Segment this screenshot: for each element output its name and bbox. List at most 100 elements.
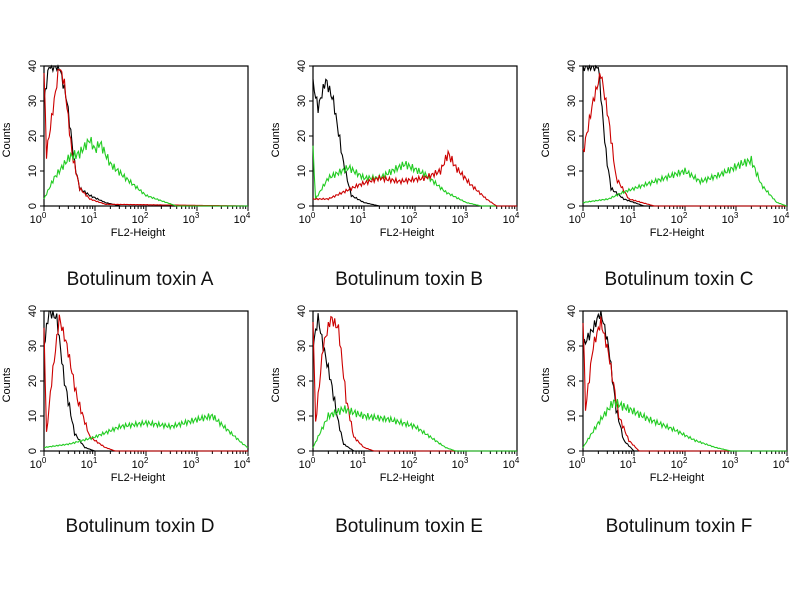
y-tick-label: 40 (27, 60, 39, 72)
x-tick-label: 102 (671, 456, 688, 471)
x-tick-label: 100 (299, 456, 316, 471)
y-tick-label: 20 (27, 130, 39, 142)
plot-frame (43, 310, 249, 452)
panel-title: Botulinum toxin D (66, 516, 215, 537)
y-axis-label: Counts (270, 122, 282, 157)
series-red-line (43, 314, 248, 452)
x-tick-label: 100 (30, 456, 47, 471)
x-tick-label: 103 (183, 456, 200, 471)
y-tick-label: 40 (296, 60, 308, 72)
x-axis-label: FL2-Height (650, 227, 704, 239)
x-axis-label: FL2-Height (380, 472, 434, 484)
y-tick-label: 30 (566, 340, 578, 352)
x-tick-label: 104 (773, 456, 790, 471)
x-tick-label: 101 (350, 211, 367, 226)
x-tick-label: 101 (81, 211, 98, 226)
series-green-line (43, 413, 249, 449)
panel-title: Botulinum toxin E (335, 516, 483, 537)
x-axis-label: FL2-Height (380, 227, 434, 239)
y-axis-label: Counts (1, 122, 13, 157)
x-tick-label: 103 (722, 456, 739, 471)
y-axis-label: Counts (1, 367, 13, 402)
plot-frame (582, 310, 788, 452)
x-tick-label: 102 (401, 456, 418, 471)
y-tick-label: 30 (566, 95, 578, 107)
y-tick-label: 40 (27, 305, 39, 317)
x-tick-label: 101 (620, 211, 637, 226)
plot-frame (43, 65, 249, 207)
x-tick-label: 104 (773, 211, 790, 226)
histogram-panel: 100 101 102 103 104 0 10 20 30 40 Counts FL2-Height… (540, 305, 790, 537)
x-tick-label: 103 (452, 211, 469, 226)
x-tick-label: 104 (234, 211, 251, 226)
x-tick-label: 101 (350, 456, 367, 471)
x-tick-label: 102 (132, 456, 149, 471)
y-tick-label: 0 (566, 448, 578, 454)
x-axis-label: FL2-Height (111, 472, 165, 484)
x-tick-label: 102 (132, 211, 149, 226)
x-tick-label: 101 (81, 456, 98, 471)
y-tick-label: 40 (296, 305, 308, 317)
x-axis-label: FL2-Height (650, 472, 704, 484)
y-tick-label: 10 (27, 165, 39, 177)
y-axis-label: Counts (270, 367, 282, 402)
y-axis-label: Counts (540, 122, 552, 157)
panel-title: Botulinum toxin C (605, 269, 754, 290)
histogram-panel: 100 101 102 103 104 0 10 20 30 40 Counts FL2-Height… (1, 60, 251, 290)
y-tick-label: 20 (566, 130, 578, 142)
series-green-line (582, 155, 788, 207)
y-tick-label: 10 (296, 410, 308, 422)
histogram-panel: 100 101 102 103 104 0 10 20 30 40 Counts FL2-Height… (270, 60, 520, 290)
y-tick-label: 40 (566, 60, 578, 72)
y-tick-label: 0 (27, 448, 39, 454)
y-tick-label: 0 (296, 448, 308, 454)
plot-frame (582, 65, 788, 207)
y-tick-label: 0 (27, 203, 39, 209)
y-tick-label: 10 (296, 165, 308, 177)
x-tick-label: 103 (452, 456, 469, 471)
x-tick-label: 104 (503, 211, 520, 226)
y-tick-label: 30 (296, 95, 308, 107)
y-tick-label: 10 (566, 165, 578, 177)
y-tick-label: 30 (296, 340, 308, 352)
histogram-panel: 100 101 102 103 104 0 10 20 30 40 Counts FL2-Height… (270, 305, 520, 537)
panel-title: Botulinum toxin B (335, 269, 483, 290)
x-tick-label: 100 (569, 211, 586, 226)
x-tick-label: 104 (503, 456, 520, 471)
x-tick-label: 100 (569, 456, 586, 471)
x-tick-label: 104 (234, 456, 251, 471)
y-tick-label: 10 (566, 410, 578, 422)
histogram-panel: 100 101 102 103 104 0 10 20 30 40 Counts FL2-Height… (540, 60, 790, 290)
x-axis-label: FL2-Height (111, 227, 165, 239)
panel-title: Botulinum toxin A (67, 269, 214, 290)
x-tick-label: 102 (671, 211, 688, 226)
x-tick-label: 100 (30, 211, 47, 226)
x-tick-label: 100 (299, 211, 316, 226)
series-green-line (582, 399, 787, 452)
series-green-line (312, 145, 517, 207)
y-axis-label: Counts (540, 367, 552, 402)
x-tick-label: 102 (401, 211, 418, 226)
panel-title: Botulinum toxin F (606, 516, 753, 537)
x-tick-label: 103 (722, 211, 739, 226)
y-tick-label: 20 (296, 375, 308, 387)
y-tick-label: 0 (296, 203, 308, 209)
x-tick-label: 103 (183, 211, 200, 226)
y-tick-label: 40 (566, 305, 578, 317)
y-tick-label: 20 (296, 130, 308, 142)
histogram-panel: 100 101 102 103 104 0 10 20 30 40 Counts FL2-Height… (1, 305, 251, 537)
series-red-line (582, 73, 787, 207)
y-tick-label: 30 (27, 95, 39, 107)
x-tick-label: 101 (620, 456, 637, 471)
series-green-line (312, 405, 517, 452)
y-tick-label: 10 (27, 410, 39, 422)
series-red-line (312, 149, 517, 207)
series-green-line (43, 136, 248, 207)
y-tick-label: 0 (566, 203, 578, 209)
plot-frame (312, 65, 518, 207)
y-tick-label: 20 (566, 375, 578, 387)
y-tick-label: 20 (27, 375, 39, 387)
plot-frame (312, 310, 518, 452)
y-tick-label: 30 (27, 340, 39, 352)
